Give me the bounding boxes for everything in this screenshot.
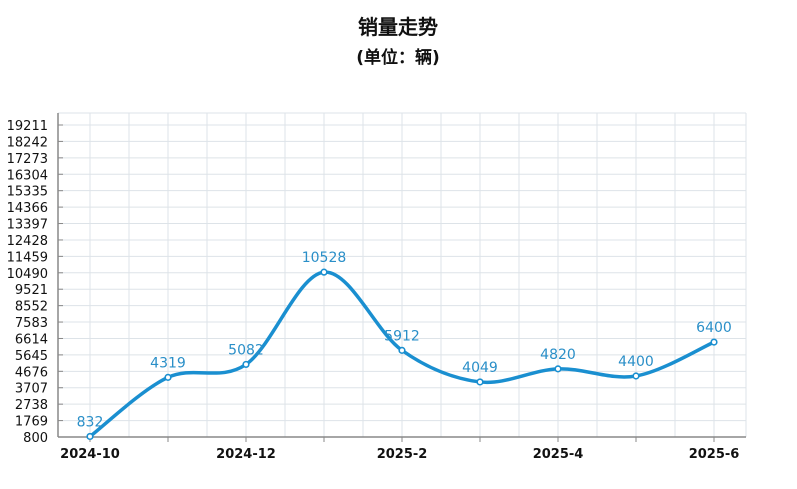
data-point: [710, 338, 718, 346]
x-tick-label: 2025-6: [689, 447, 740, 462]
data-point: [164, 373, 172, 381]
data-point: [320, 268, 328, 276]
x-tick-label: 2024-10: [60, 447, 120, 462]
y-tick-label: 15335: [7, 185, 48, 200]
data-label: 10528: [302, 250, 347, 266]
y-tick-label: 19211: [7, 119, 48, 134]
y-tick-label: 3707: [15, 382, 48, 397]
series-layer: [86, 268, 718, 441]
x-axis-ticks: 2024-10 2024-12 2025-2 2025-4 2025-6: [60, 447, 739, 462]
data-label: 5912: [384, 328, 420, 344]
y-tick-label: 13397: [7, 218, 48, 233]
x-tick-label: 2024-12: [216, 447, 276, 462]
x-tick-label: 2025-4: [533, 447, 584, 462]
data-point: [242, 360, 250, 369]
data-label: 4400: [618, 354, 654, 370]
y-tick-label: 4676: [15, 365, 48, 380]
data-label: 4820: [540, 347, 576, 363]
y-tick-label: 18242: [7, 135, 48, 150]
y-tick-label: 11459: [7, 250, 48, 265]
x-tick-label: 2025-2: [377, 447, 428, 462]
data-point: [632, 372, 640, 380]
y-tick-label: 17273: [7, 152, 48, 167]
data-point: [554, 365, 562, 373]
data-label: 5082: [228, 342, 264, 358]
axes: [57, 113, 746, 442]
y-tick-label: 6614: [15, 332, 48, 347]
y-tick-label: 12428: [7, 234, 48, 249]
y-tick-label: 800: [23, 431, 48, 446]
y-tick-label: 7583: [15, 316, 48, 331]
data-label: 6400: [696, 320, 732, 336]
data-label: 832: [77, 414, 104, 430]
series-line: [88, 270, 715, 438]
data-point: [398, 346, 406, 354]
y-tick-label: 16304: [7, 168, 48, 183]
data-label: 4049: [462, 360, 498, 376]
y-tick-label: 9521: [15, 283, 48, 298]
y-axis-ticks: 8001769273837074676564566147583855295211…: [7, 119, 48, 446]
y-tick-label: 14366: [7, 201, 48, 216]
data-label: 4319: [150, 355, 186, 371]
y-tick-label: 10490: [7, 267, 48, 282]
chart-title: 销量走势: [358, 15, 438, 39]
chart-subtitle: (单位：辆): [356, 47, 440, 68]
y-tick-label: 1769: [15, 415, 48, 430]
grid: [58, 112, 747, 438]
y-tick-label: 2738: [15, 398, 48, 413]
data-labels: 832 4319 5082 10528 5912 4049 4820 4400 6400: [77, 250, 732, 430]
y-tick-label: 8552: [15, 300, 48, 315]
data-point: [86, 432, 94, 441]
y-tick-label: 5645: [15, 349, 48, 364]
data-point: [476, 378, 484, 386]
